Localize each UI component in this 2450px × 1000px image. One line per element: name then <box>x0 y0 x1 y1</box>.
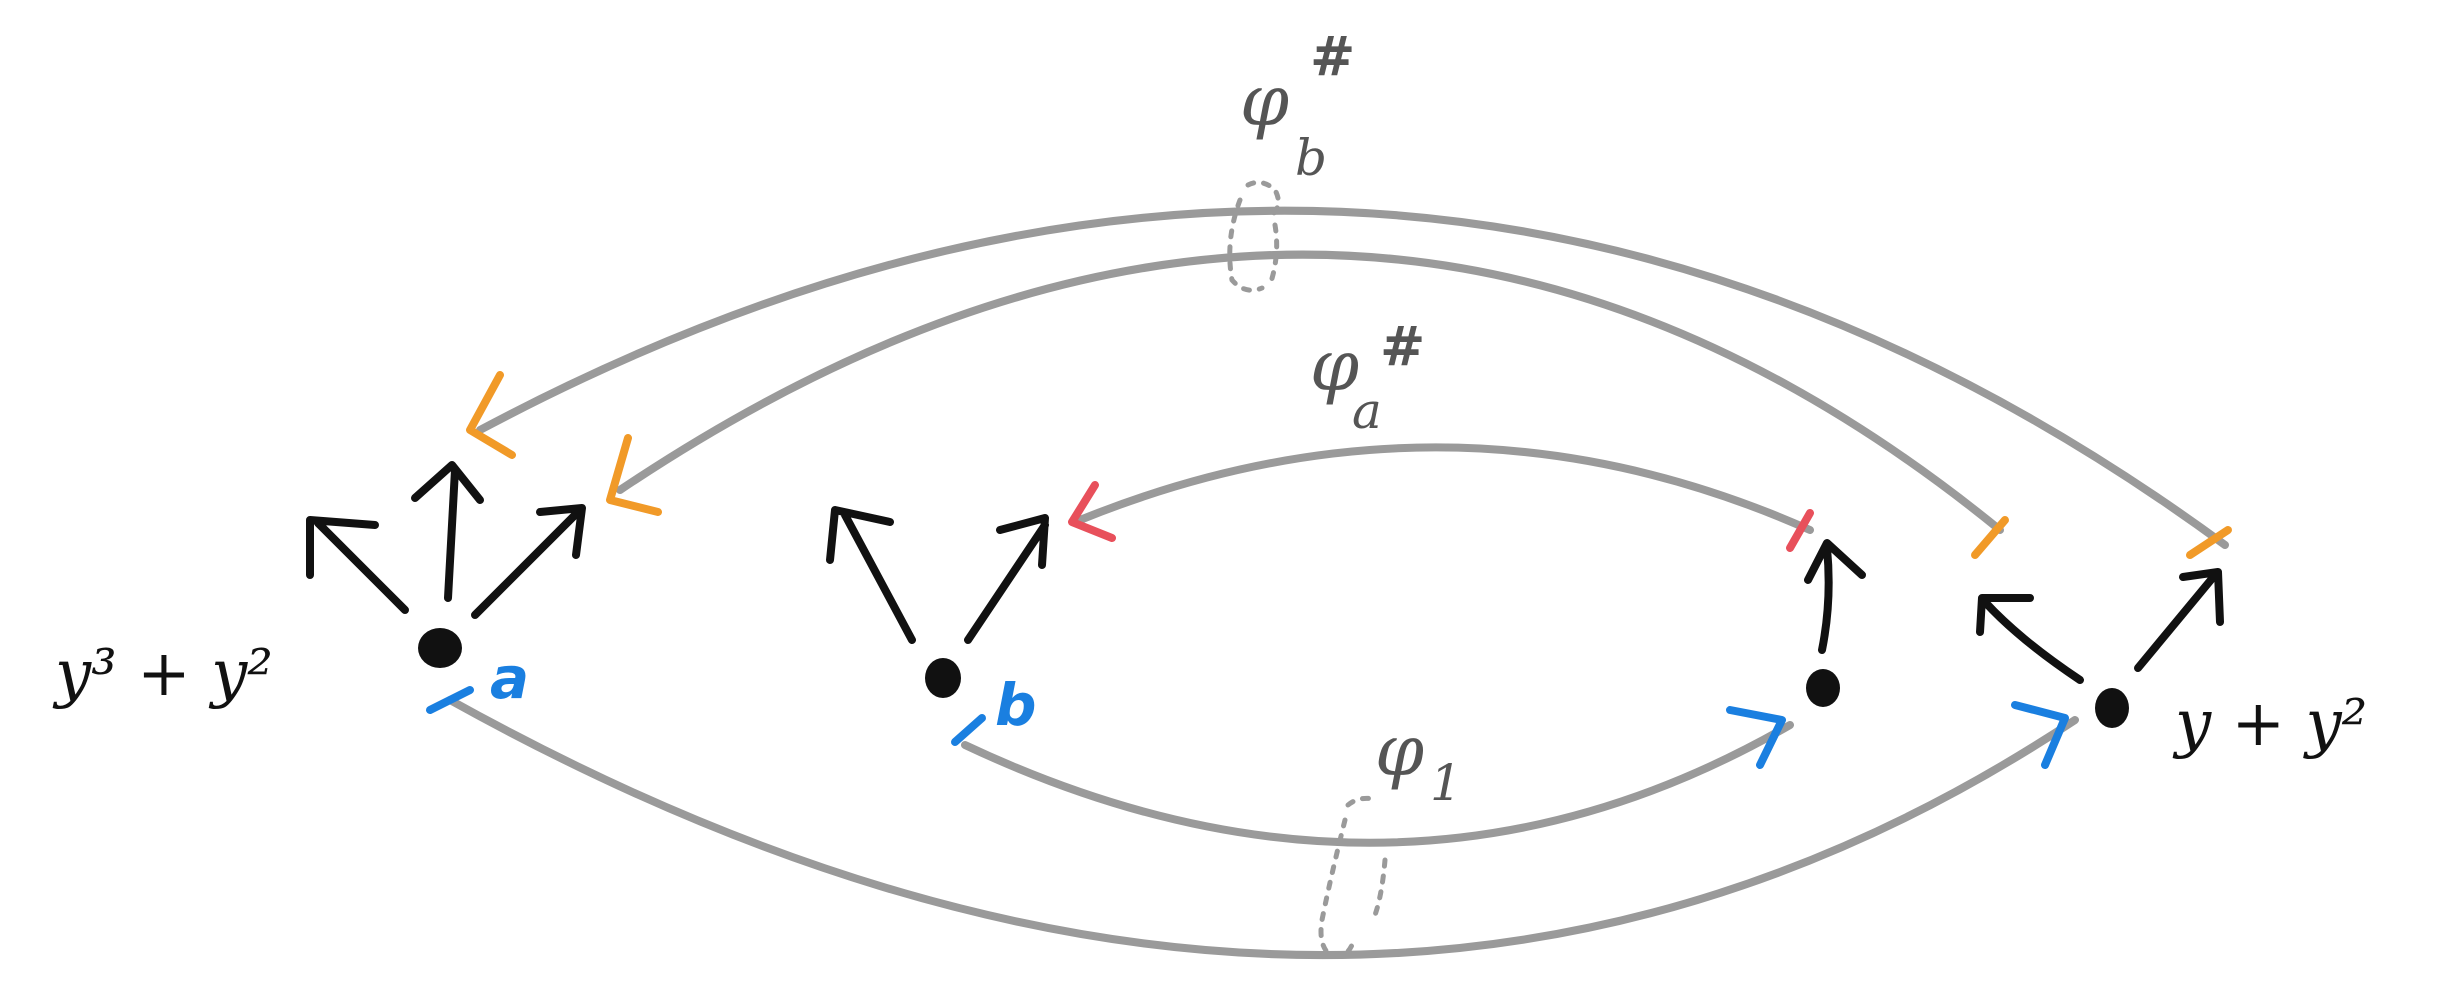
orange-arrowhead-outer-left <box>466 371 516 459</box>
red-tick-right <box>1786 509 1814 552</box>
point-b-dot <box>925 658 961 698</box>
phi-a-sharp-curve <box>1076 443 1814 534</box>
orange-marks <box>466 371 2232 559</box>
phi-b-sharp-sup: # <box>1310 25 1355 88</box>
arrow-right-upleft <box>1976 594 2084 684</box>
dotted-cylinder-top <box>1227 179 1281 293</box>
orange-tick-outer-right <box>2186 526 2232 559</box>
phi-a-sharp-base: φ <box>1310 325 1359 407</box>
point-a-label: a <box>490 644 529 712</box>
left-polynomial-label: y³ + y² <box>52 637 273 711</box>
phi-1-sub: 1 <box>1430 754 1462 812</box>
phi-1-curve <box>961 721 1794 847</box>
orange-arrowhead-inner-left <box>606 434 662 516</box>
point-right-dot <box>2095 688 2129 728</box>
blue-tick-b <box>951 714 986 746</box>
dotted-loop-top <box>1227 179 1281 293</box>
point-mid-dot <box>1806 669 1840 707</box>
phi-1-label: φ 1 <box>1375 710 1462 812</box>
phi-1-base: φ <box>1375 710 1424 792</box>
blue-marks <box>426 686 2069 769</box>
phi-b-sharp-inner-curve <box>616 250 2004 534</box>
phi-a-sharp-label: φ # a <box>1310 315 1425 440</box>
blue-arrowhead-mid <box>1726 706 1786 769</box>
point-b-label: b <box>995 671 1037 739</box>
phi-b-sharp-outer-curve <box>476 206 2229 549</box>
phi-outer-bottom-curve <box>446 696 2079 960</box>
phi-b-sharp-base: φ <box>1240 60 1289 142</box>
arrow-b-upright <box>964 514 1049 644</box>
arrow-a-upright <box>471 504 586 619</box>
right-polynomial-label: y + y² <box>2172 687 2367 761</box>
point-a-dot <box>418 628 462 668</box>
red-marks <box>1068 481 1814 552</box>
phi-b-sharp-label: φ # b <box>1240 25 1355 187</box>
points <box>418 628 2129 728</box>
phi-b-sharp-sub: b <box>1295 129 1327 187</box>
blue-arrowhead-right <box>2011 701 2069 769</box>
dotted-loop-bottom <box>1318 795 1388 959</box>
map-curves <box>446 206 2229 960</box>
dotted-cylinder-bottom <box>1318 795 1388 959</box>
arrow-mid-up <box>1804 539 1866 654</box>
phi-a-sharp-sub: a <box>1352 382 1382 440</box>
red-arrowhead-left <box>1068 481 1116 542</box>
arrow-a-up <box>411 461 484 602</box>
phi-a-sharp-sup: # <box>1380 315 1425 378</box>
blue-tick-a <box>426 686 474 714</box>
arrow-right-upright <box>2134 568 2224 672</box>
arrow-a-upleft <box>306 516 409 614</box>
arrow-b-upleft <box>826 506 916 644</box>
tangent-arrows <box>306 461 2224 684</box>
orange-tick-inner-right <box>1971 516 2009 559</box>
